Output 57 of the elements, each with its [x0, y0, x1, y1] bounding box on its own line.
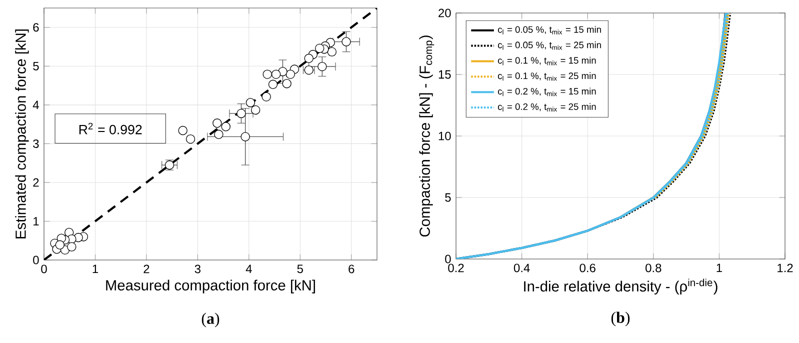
x-tick-label: 1.2 [778, 264, 793, 272]
x-tick-label: 0 [41, 264, 47, 274]
x-tick-label: 4 [246, 264, 252, 273]
y-tick-label: 15 [438, 70, 451, 79]
point [268, 80, 278, 89]
x-tick-label: 1 [716, 264, 722, 272]
point [315, 44, 324, 53]
x-tick-label: 0.6 [580, 264, 596, 272]
point [304, 54, 314, 64]
point [212, 118, 222, 128]
y-tick-label: 10 [438, 132, 451, 140]
point [342, 37, 351, 46]
point [178, 126, 188, 136]
point [250, 105, 260, 115]
y-tick-label: 4 [32, 100, 39, 110]
x-tick-label: 1 [92, 264, 98, 273]
legend-label: c$_{l}$ = 0.05 %, t$_{mix}$ = 25 min [498, 41, 601, 50]
x-tick-label: 5 [297, 264, 303, 274]
y-tick-label: 1 [34, 217, 39, 226]
legend-label: c$_{l}$ = 0.1 %, t$_{mix}$ = 15 min [498, 56, 596, 66]
legend-label: c$_{l}$ = 0.2 %, t$_{mix}$ = 15 min [498, 88, 596, 96]
point [271, 70, 281, 79]
point [186, 134, 196, 144]
point [55, 240, 64, 250]
point [221, 122, 230, 132]
legend-label: c$_{l}$ = 0.1 %, t$_{mix}$ = 25 min [498, 72, 596, 81]
y-tick-label: 20 [438, 8, 451, 18]
x-tick-label: 6 [348, 264, 354, 274]
x-tick-label: 0.2 [448, 264, 464, 272]
y-tick-label: 6 [33, 23, 39, 32]
point [236, 108, 246, 118]
legend-label: c$_{l}$ = 0.05 %, t$_{mix}$ = 15 min [498, 26, 601, 34]
y-tick-label: 0 [33, 256, 39, 264]
y-tick-label: 0 [445, 254, 451, 264]
y-axis-title: Estimated compaction force [kN] [15, 30, 29, 238]
y-tick-label: 5 [445, 193, 451, 202]
legend-label: c$_{l}$ = 0.2 %, t$_{mix}$ = 25 min [498, 103, 596, 112]
text: (a) [202, 312, 220, 328]
text: (b) [611, 312, 630, 326]
x-axis-title: Measured compaction force [kN] [106, 280, 315, 294]
y-tick-label: 3 [33, 139, 39, 148]
y-tick-label: 2 [33, 178, 39, 187]
x-tick-label: 3 [194, 264, 200, 274]
point [246, 98, 256, 108]
point [286, 70, 296, 79]
x-tick-label: 0.8 [646, 264, 662, 272]
x-axis-title: In-die relative density - (ρ$^{in-die}$) [524, 278, 718, 294]
y-tick-label: 5 [33, 62, 39, 70]
point [240, 132, 250, 142]
point [67, 242, 76, 252]
y-axis-title: Compaction force [kN] - (F$_{comp}$) [419, 36, 434, 237]
point [318, 62, 327, 72]
point [214, 130, 224, 139]
x-tick-label: 0.4 [514, 264, 530, 272]
point [282, 79, 292, 88]
x-tick-label: 2 [144, 264, 150, 274]
annotation: R$^{2}$ = 0.992 [79, 122, 142, 134]
